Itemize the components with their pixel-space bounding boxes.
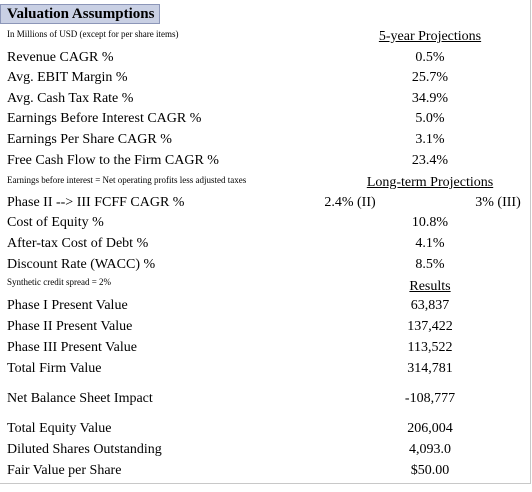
row-label: Total Equity Value xyxy=(7,421,112,436)
row-value: 206,004 xyxy=(407,421,453,436)
row-value: $50.00 xyxy=(410,463,450,478)
row-value: 34.9% xyxy=(411,91,449,106)
row-value: -108,777 xyxy=(404,391,456,406)
row-value: 2.4% (II) xyxy=(324,195,376,210)
row-label: Earnings Per Share CAGR % xyxy=(7,132,172,147)
row-label: Phase I Present Value xyxy=(7,298,128,313)
section-header: Results xyxy=(409,279,451,294)
row-label: Diluted Shares Outstanding xyxy=(7,442,162,457)
row-value: 5.0% xyxy=(415,111,445,126)
row-label: Net Balance Sheet Impact xyxy=(7,391,153,406)
row-value: 314,781 xyxy=(407,361,453,376)
row-label: Revenue CAGR % xyxy=(7,50,114,65)
row-label: Cost of Equity % xyxy=(7,215,104,230)
row-value: 137,422 xyxy=(407,319,453,334)
row-label: Discount Rate (WACC) % xyxy=(7,257,156,272)
row-label: Avg. Cash Tax Rate % xyxy=(7,91,134,106)
row-value: 4,093.0 xyxy=(409,442,451,457)
row-value: 8.5% xyxy=(415,257,445,272)
note: Synthetic credit spread = 2% xyxy=(7,277,112,287)
row-label: Phase II Present Value xyxy=(7,319,133,334)
row-value: 4.1% xyxy=(415,236,445,251)
row-label: Free Cash Flow to the Firm CAGR % xyxy=(7,153,219,168)
row-value: 25.7% xyxy=(411,70,449,85)
row-label: Avg. EBIT Margin % xyxy=(7,70,128,85)
title: Valuation Assumptions xyxy=(0,4,160,24)
note: Earnings before interest = Net operating… xyxy=(7,175,247,185)
row-value: 23.4% xyxy=(411,153,449,168)
row-value: 113,522 xyxy=(407,340,453,355)
row-value: 3.1% xyxy=(415,132,445,147)
row-value: 10.8% xyxy=(411,215,449,230)
row-label: Earnings Before Interest CAGR % xyxy=(7,111,202,126)
row-value: 0.5% xyxy=(415,50,445,65)
row-label: Fair Value per Share xyxy=(7,463,122,478)
section-header: Long-term Projections xyxy=(366,175,494,190)
row-label: Total Firm Value xyxy=(7,361,102,376)
row-value: 3% (III) xyxy=(475,195,521,210)
subtitle: In Millions of USD (except for per share… xyxy=(7,29,179,39)
row-value: 63,837 xyxy=(410,298,450,313)
row-label: After-tax Cost of Debt % xyxy=(7,236,149,251)
section-header: 5-year Projections xyxy=(378,29,482,44)
row-label: Phase II --> III FCFF CAGR % xyxy=(7,195,185,210)
row-label: Phase III Present Value xyxy=(7,340,137,355)
